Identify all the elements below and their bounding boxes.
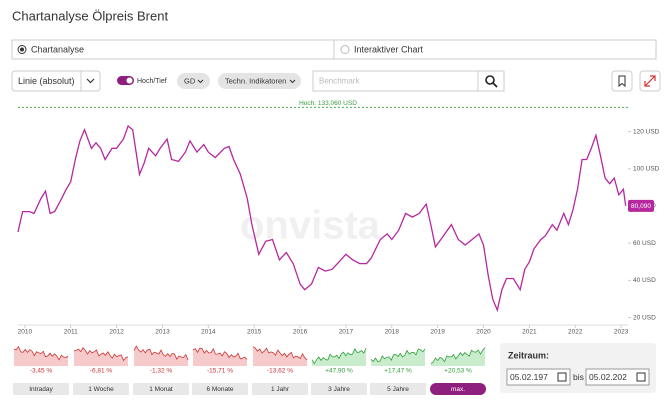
sparkline-area xyxy=(312,348,366,366)
sparkline-area xyxy=(74,347,128,366)
sparkline xyxy=(252,346,308,361)
indicators-label: Techn. Indikatoren xyxy=(225,76,286,85)
date-to: 05.02.202 xyxy=(589,372,627,382)
x-tick-label: 2012 xyxy=(109,329,124,336)
period-change: +20,53 % xyxy=(444,368,472,375)
y-tick-label: 40 USD xyxy=(633,277,656,284)
x-tick-label: 2021 xyxy=(522,329,537,336)
period-button[interactable] xyxy=(73,383,129,395)
price-line xyxy=(17,124,627,313)
sparkline-area xyxy=(134,346,188,366)
period-button[interactable] xyxy=(252,383,308,395)
period-change: +47,90 % xyxy=(325,368,353,375)
y-tick-label: 20 USD xyxy=(633,314,656,321)
page-title: Chartanalyse Ölpreis Brent xyxy=(12,8,168,23)
sparkline-area xyxy=(253,346,307,366)
x-tick-label: 2013 xyxy=(155,329,170,336)
x-tick-label: 2016 xyxy=(293,329,308,336)
x-tick-label: 2011 xyxy=(64,329,78,336)
date-input[interactable] xyxy=(585,368,650,386)
toggle-knob xyxy=(126,77,133,84)
period-button[interactable] xyxy=(430,383,486,395)
watermark: onvista xyxy=(240,204,381,248)
date-separator: bis xyxy=(573,372,584,382)
period-label: 1 Monat xyxy=(149,386,173,393)
last-value-label: 80,090 xyxy=(631,203,651,210)
indicators-button[interactable] xyxy=(218,73,301,89)
period-button[interactable] xyxy=(311,383,367,395)
gd-button[interactable] xyxy=(177,73,210,89)
x-tick-label: 2023 xyxy=(614,329,629,336)
sparkline xyxy=(13,345,69,361)
period-label: 5 Jahre xyxy=(387,386,409,393)
y-tick-label: 100 USD xyxy=(633,166,660,173)
chart-type-dropdown[interactable] xyxy=(11,70,101,92)
tab-label[interactable]: Chartanalyse xyxy=(31,44,84,54)
tab-label[interactable]: Interaktiver Chart xyxy=(354,44,424,54)
date-from: 05.02.197 xyxy=(510,372,548,382)
gd-label: GD xyxy=(184,76,196,85)
period-change: -3,45 % xyxy=(30,368,53,375)
sparkline xyxy=(370,348,426,363)
bookmark-button[interactable] xyxy=(611,70,633,92)
period-change: -15,71 % xyxy=(207,368,233,375)
period-label: 1 Woche xyxy=(88,386,114,393)
sparkline xyxy=(192,347,248,360)
period-change: -1,32 % xyxy=(150,368,173,375)
sparkline xyxy=(311,347,367,365)
x-tick-label: 2020 xyxy=(476,329,491,336)
sparkline xyxy=(133,345,189,361)
radio[interactable] xyxy=(340,45,350,54)
search-placeholder: Benchmark xyxy=(319,77,360,86)
x-tick-label: 2017 xyxy=(339,329,354,336)
y-tick-label: 60 USD xyxy=(633,240,656,247)
period-label: 6 Monate xyxy=(206,386,233,393)
period-button[interactable] xyxy=(192,383,248,395)
period-button[interactable] xyxy=(13,383,69,395)
last-value-box xyxy=(628,199,654,212)
calendar-icon xyxy=(636,372,646,382)
x-tick-label: 2022 xyxy=(568,329,583,336)
timeframe-label: Zeitraum: xyxy=(508,350,549,360)
date-input[interactable] xyxy=(506,368,571,386)
sparkline-area xyxy=(193,348,247,366)
x-tick-label: 2014 xyxy=(201,329,216,336)
search-icon xyxy=(485,75,495,85)
period-label: 1 Jahr xyxy=(271,386,290,393)
chevron xyxy=(86,78,95,84)
x-tick-label: 2019 xyxy=(430,329,445,336)
y-tick-label: 120 USD xyxy=(633,128,660,135)
period-button[interactable] xyxy=(370,383,426,395)
sparkline-area xyxy=(14,346,68,366)
period-label: max. xyxy=(451,386,465,393)
x-tick-label: 2015 xyxy=(247,329,262,336)
radio-dot xyxy=(20,47,24,52)
search-icon xyxy=(492,82,498,88)
toggle-label: Hoch/Tief xyxy=(137,78,167,85)
search-button[interactable] xyxy=(477,70,505,92)
high-label: Hoch: 133,060 USD xyxy=(299,100,357,107)
period-change: -6,81 % xyxy=(90,368,113,375)
sparkline-area xyxy=(371,348,425,366)
period-button[interactable] xyxy=(133,383,189,395)
bookmark-icon xyxy=(618,75,626,88)
chevron xyxy=(197,79,204,84)
sparkline-area xyxy=(431,347,485,366)
sparkline xyxy=(73,347,129,362)
period-change: -13,62 % xyxy=(267,368,293,375)
x-tick-label: 2010 xyxy=(18,329,33,336)
period-label: 3 Jahre xyxy=(328,386,350,393)
calendar-icon xyxy=(557,372,567,382)
chevron xyxy=(289,79,296,84)
period-label: Intraday xyxy=(29,386,53,393)
fullscreen-icon xyxy=(644,75,656,87)
x-tick-label: 2018 xyxy=(385,329,400,336)
dropdown-label: Linie (absolut) xyxy=(18,76,75,86)
period-change: +17,47 % xyxy=(384,368,412,375)
sparkline xyxy=(430,347,486,364)
